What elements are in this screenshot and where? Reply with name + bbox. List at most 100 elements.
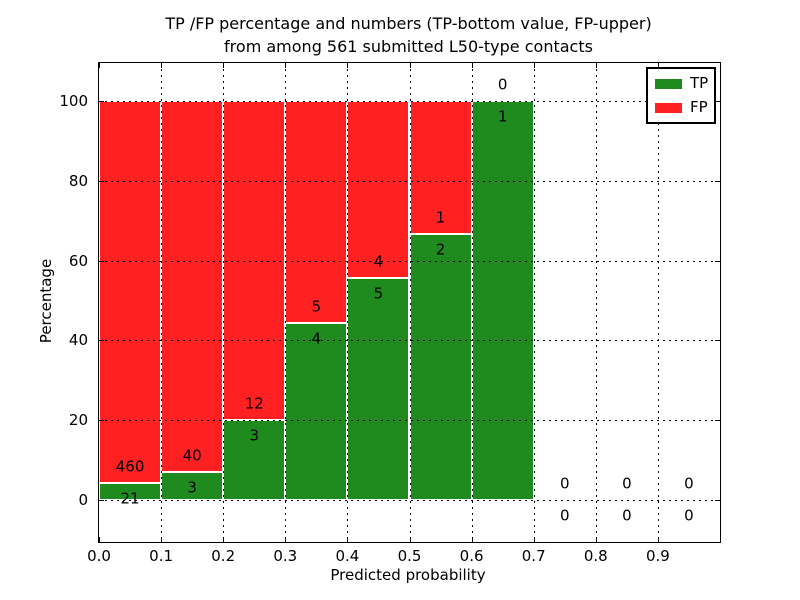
tp-count-label: 0 — [622, 506, 632, 525]
x-tick-label: 0.6 — [459, 547, 484, 565]
chart-title-line2: from among 561 submitted L50-type contac… — [224, 37, 593, 56]
v-gridline — [595, 63, 597, 542]
fp-count-label: 460 — [115, 457, 145, 476]
bar-tp-segment — [99, 482, 162, 501]
tp-count-label: 3 — [249, 426, 260, 445]
fp-count-label: 5 — [311, 297, 322, 316]
chart-title-line1: TP /FP percentage and numbers (TP-bottom… — [165, 14, 652, 33]
x-tick-label: 0.0 — [87, 547, 111, 565]
x-tick-bottom — [409, 537, 411, 542]
legend-item-fp: FP — [655, 100, 714, 115]
y-tick-label: 80 — [68, 171, 88, 190]
fp-count-label: 0 — [684, 474, 694, 493]
x-tick-top — [657, 63, 659, 68]
y-tick-left — [99, 100, 104, 102]
y-tick-right — [715, 180, 720, 182]
fp-count-label: 12 — [244, 394, 264, 413]
x-tick-label: 0.8 — [583, 547, 608, 565]
y-tick-label: 60 — [68, 251, 88, 270]
x-tick-label: 0.3 — [273, 547, 298, 565]
chart-title: TP /FP percentage and numbers (TP-bottom… — [98, 12, 719, 58]
x-tick-top — [99, 63, 100, 68]
tp-count-label: 0 — [684, 506, 694, 525]
bar-fp-segment — [161, 100, 224, 473]
y-tick-label: 40 — [68, 331, 88, 350]
y-tick-left — [99, 500, 104, 502]
bar-tp-segment — [409, 233, 472, 501]
x-tick-top — [471, 63, 473, 68]
fp-count-label: 0 — [559, 474, 570, 493]
x-tick-bottom — [285, 537, 287, 542]
x-tick-bottom — [347, 537, 349, 542]
v-gridline — [533, 63, 535, 542]
y-tick-left — [99, 340, 104, 342]
fp-count-label: 0 — [497, 75, 508, 94]
v-gridline — [347, 63, 349, 542]
bar-tp-segment — [347, 278, 410, 501]
plot-area — [98, 62, 721, 543]
tp-count-label: 2 — [435, 240, 446, 259]
v-gridline — [657, 63, 659, 542]
y-tick-right — [715, 260, 720, 262]
y-tick-left — [99, 260, 104, 262]
v-gridline — [409, 63, 411, 542]
x-tick-label: 0.1 — [149, 547, 174, 565]
v-gridline — [223, 63, 225, 542]
x-axis-label: Predicted probability — [330, 566, 486, 584]
x-tick-top — [409, 63, 411, 68]
x-tick-top — [223, 63, 225, 68]
y-tick-right — [715, 500, 720, 502]
bar-fp-segment — [285, 100, 348, 323]
y-tick-label: 20 — [68, 411, 88, 430]
x-tick-bottom — [595, 537, 597, 542]
v-gridline — [161, 63, 163, 542]
legend-swatch-tp-icon — [655, 78, 682, 89]
legend-item-tp: TP — [655, 76, 714, 91]
tp-count-label: 1 — [497, 107, 508, 126]
x-tick-top — [347, 63, 349, 68]
y-tick-right — [715, 100, 720, 102]
x-tick-top — [161, 63, 163, 68]
fp-count-label: 40 — [182, 446, 202, 465]
y-tick-left — [99, 180, 104, 182]
x-tick-top — [595, 63, 597, 68]
x-tick-bottom — [471, 537, 473, 542]
v-gridline — [285, 63, 287, 542]
y-tick-label: 100 — [59, 91, 88, 110]
x-tick-label: 0.2 — [211, 547, 236, 565]
legend: TP FP — [646, 67, 716, 124]
bar-tp-segment — [223, 420, 286, 501]
x-tick-label: 0.9 — [645, 547, 670, 565]
x-tick-bottom — [533, 537, 535, 542]
y-tick-right — [715, 340, 720, 342]
legend-swatch-fp-icon — [655, 102, 682, 113]
fp-count-label: 0 — [622, 474, 632, 493]
x-tick-bottom — [223, 537, 225, 542]
legend-label-fp: FP — [690, 98, 708, 116]
bar-fp-segment — [99, 100, 162, 483]
y-tick-left — [99, 420, 104, 422]
x-tick-top — [533, 63, 535, 68]
v-gridline — [471, 63, 473, 542]
x-tick-bottom — [99, 537, 100, 542]
tp-count-label: 5 — [373, 284, 384, 303]
tp-count-label: 3 — [187, 478, 197, 497]
x-tick-top — [285, 63, 287, 68]
legend-label-tp: TP — [690, 74, 709, 92]
x-tick-label: 0.7 — [521, 547, 546, 565]
x-tick-bottom — [161, 537, 163, 542]
fp-count-label: 1 — [435, 208, 446, 227]
bar-fp-segment — [347, 100, 410, 279]
y-tick-label: 0 — [78, 491, 88, 510]
x-tick-bottom — [657, 537, 659, 542]
x-tick-label: 0.4 — [335, 547, 360, 565]
y-tick-right — [715, 420, 720, 422]
bar-tp-segment — [285, 322, 348, 501]
x-tick-label: 0.5 — [397, 547, 422, 565]
tp-count-label: 0 — [559, 506, 570, 525]
tp-count-label: 21 — [120, 489, 140, 508]
bar-tp-segment — [471, 100, 534, 501]
tp-count-label: 4 — [311, 329, 322, 348]
fp-count-label: 4 — [373, 252, 384, 271]
